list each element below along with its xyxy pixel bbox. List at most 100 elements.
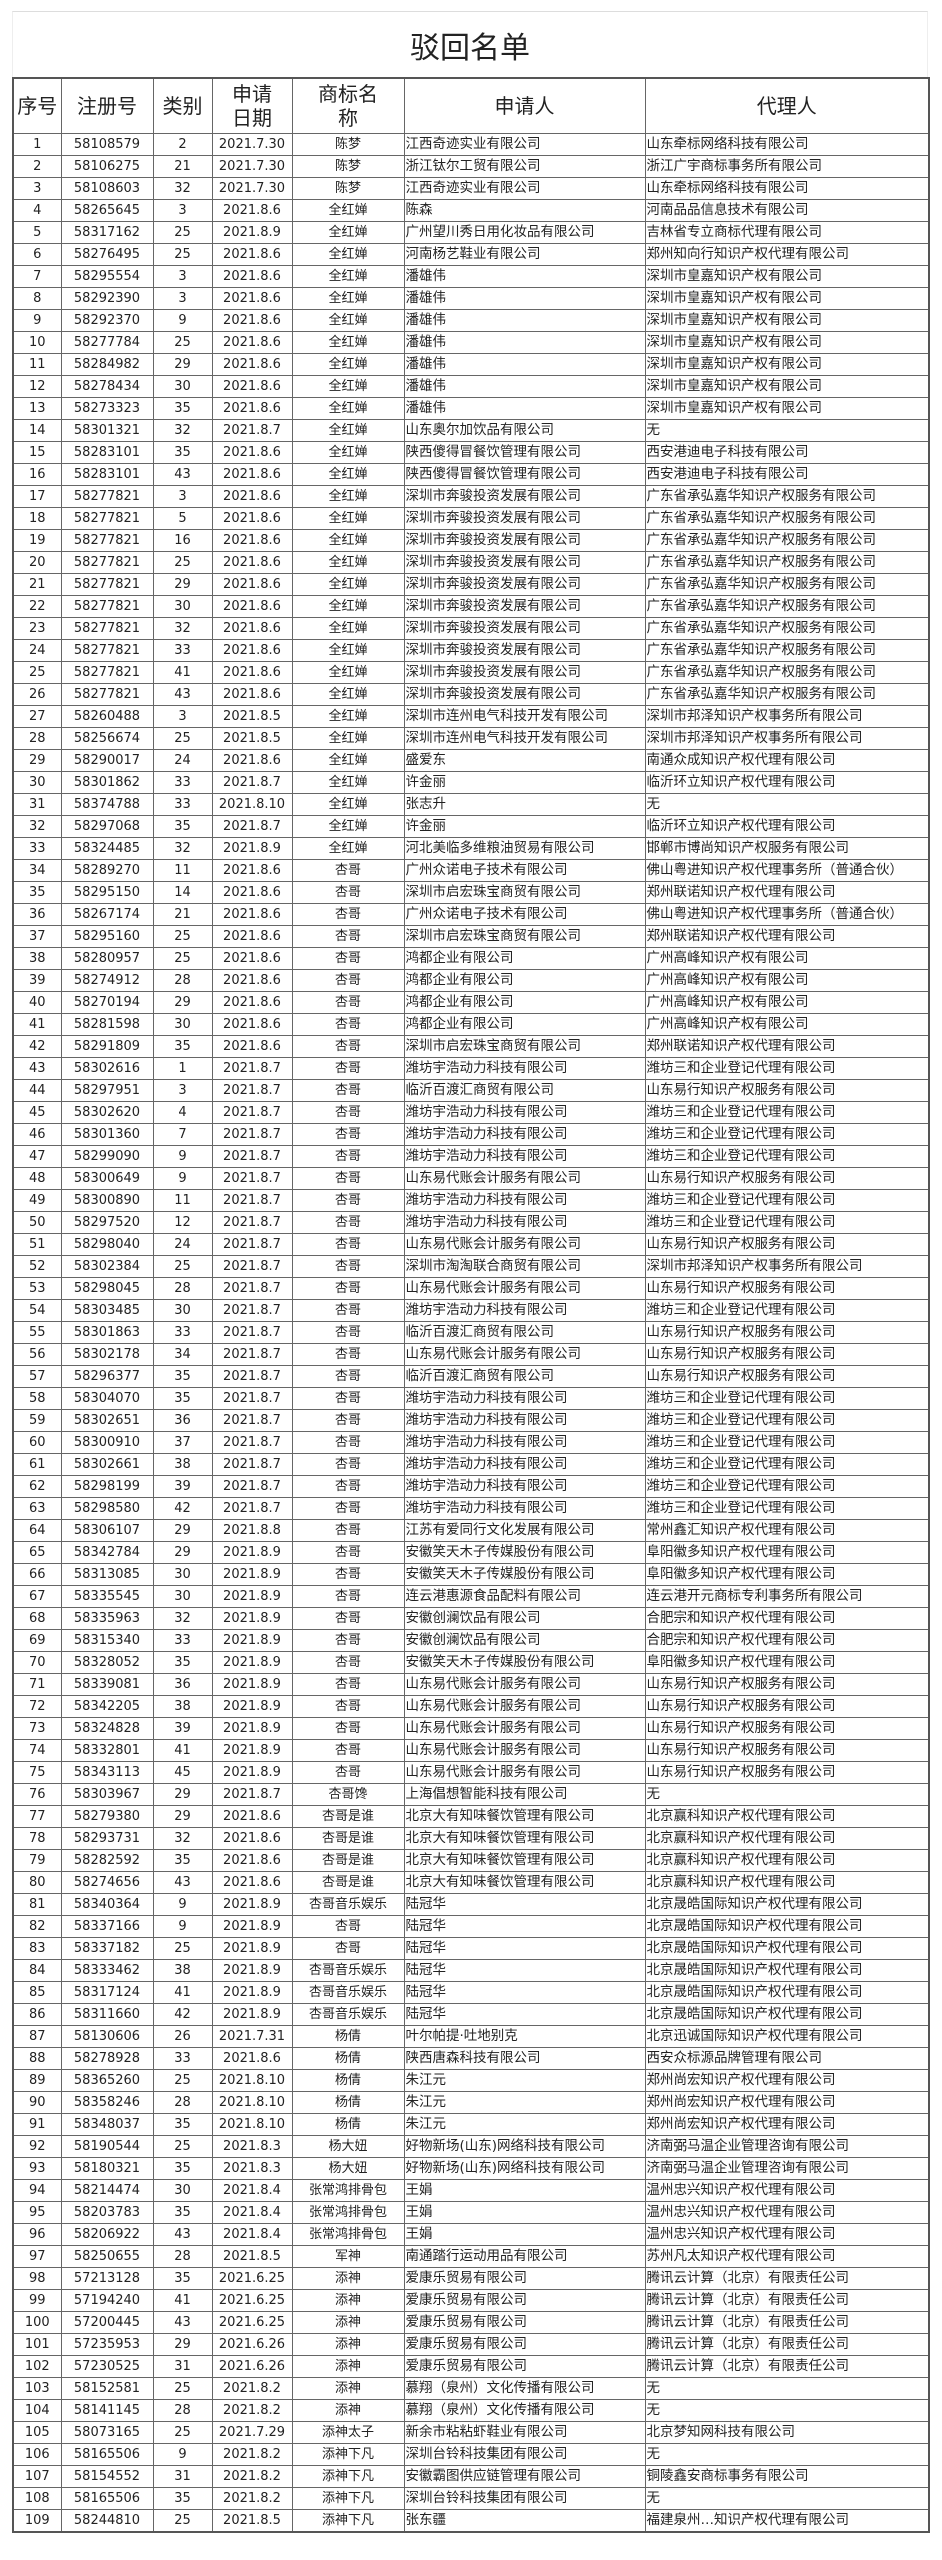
applicant-cell: 深圳市连州电气科技开发有限公司	[403, 705, 646, 728]
index-cell: 58	[12, 1387, 62, 1410]
table-row: 22 58277821 30 2021.8.6 全红婵 深圳市奔骏投资发展有限公司 广东省承…	[12, 595, 930, 618]
class-cell: 35	[152, 1035, 213, 1058]
index-cell: 35	[12, 881, 62, 904]
agent-cell: 佛山粤进知识产权代理事务所（普通合伙）	[644, 859, 930, 882]
registration-no-cell: 58274656	[60, 1871, 154, 1894]
header-class: 类别	[152, 77, 213, 134]
agent-cell: 郑州联诺知识产权代理有限公司	[644, 925, 930, 948]
registration-no-cell: 58283101	[60, 463, 154, 486]
apply-date-cell: 2021.8.9	[211, 1541, 293, 1564]
agent-cell: 郑州尚宏知识产权代理有限公司	[644, 2069, 930, 2092]
agent-cell: 山东易行知识产权服务有限公司	[644, 1167, 930, 1190]
apply-date-cell: 2021.8.2	[211, 2399, 293, 2422]
table-row: 92 58190544 25 2021.8.3 杨大妞 好物新场(山东)网络科技有限公司济…	[12, 2135, 930, 2158]
class-cell: 24	[152, 1233, 213, 1256]
class-cell: 3	[152, 705, 213, 728]
apply-date-cell: 2021.8.7	[211, 419, 293, 442]
apply-date-cell: 2021.8.5	[211, 727, 293, 750]
apply-date-cell: 2021.8.5	[211, 2509, 293, 2533]
index-cell: 88	[12, 2047, 62, 2070]
class-cell: 37	[152, 1431, 213, 1454]
applicant-cell: 慕翔（泉州）文化传播有限公司	[403, 2377, 646, 2400]
trademark-name-cell: 全红婵	[291, 551, 405, 574]
table-row: 76 58303967 29 2021.8.7 杏哥馋 上海倡想智能科技有限公司无	[12, 1783, 930, 1806]
applicant-cell: 深圳台铃科技集团有限公司	[403, 2487, 646, 2510]
table-row: 49 58300890 11 2021.8.7 杏哥 潍坊宇浩动力科技有限公司 潍坊三和企业…	[12, 1189, 930, 1212]
agent-cell: 山东易行知识产权服务有限公司	[644, 1695, 930, 1718]
agent-cell: 福建泉州…知识产权代理有限公司	[644, 2509, 930, 2533]
applicant-cell: 深圳市奔骏投资发展有限公司	[403, 639, 646, 662]
table-row: 13 58273323 35 2021.8.6 全红婵 潘雄伟 深圳市皇嘉知识产权有限公司	[12, 397, 930, 420]
table-row: 56 58302178 34 2021.8.7 杏哥 山东易代账会计服务有限公司 山东易行知…	[12, 1343, 930, 1366]
registration-no-cell: 58300890	[60, 1189, 154, 1212]
applicant-cell: 山东易代账会计服务有限公司	[403, 1761, 646, 1784]
apply-date-cell: 2021.8.7	[211, 1145, 293, 1168]
applicant-cell: 鸿都企业有限公司	[403, 969, 646, 992]
table-row: 24 58277821 33 2021.8.6 全红婵 深圳市奔骏投资发展有限公司 广东省承…	[12, 639, 930, 662]
trademark-name-cell: 全红婵	[291, 727, 405, 750]
class-cell: 11	[152, 859, 213, 882]
applicant-cell: 潘雄伟	[403, 309, 646, 332]
index-cell: 38	[12, 947, 62, 970]
agent-cell: 潍坊三和企业登记代理有限公司	[644, 1497, 930, 1520]
applicant-cell: 上海倡想智能科技有限公司	[403, 1783, 646, 1806]
page-title: 驳回名单	[12, 11, 928, 77]
apply-date-cell: 2021.8.10	[211, 2069, 293, 2092]
agent-cell: 北京赢科知识产权代理有限公司	[644, 1871, 930, 1894]
table-row: 82 58337166 9 2021.8.9 杏哥 陆冠华 北京晟皓国际知识产权代理有限公司	[12, 1915, 930, 1938]
agent-cell: 阜阳徽多知识产权代理有限公司	[644, 1563, 930, 1586]
trademark-name-cell: 杏哥	[291, 1629, 405, 1652]
apply-date-cell: 2021.8.5	[211, 2245, 293, 2268]
apply-date-cell: 2021.8.6	[211, 287, 293, 310]
table-body: 1 58108579 2 2021.7.30 陈梦 江西奇迹实业有限公司 山东牵标网络科技有…	[12, 133, 930, 2533]
table-header-row: 序号 注册号 类别 申请日期 商标名称 申请人 代理人	[12, 77, 930, 134]
index-cell: 93	[12, 2157, 62, 2180]
registration-no-cell: 58291809	[60, 1035, 154, 1058]
class-cell: 39	[152, 1717, 213, 1740]
agent-cell: 北京赢科知识产权代理有限公司	[644, 1849, 930, 1872]
index-cell: 87	[12, 2025, 62, 2048]
agent-cell: 佛山粤进知识产权代理事务所（普通合伙）	[644, 903, 930, 926]
agent-cell: 广州高峰知识产权有限公司	[644, 991, 930, 1014]
applicant-cell: 安徽笑天木子传媒股份有限公司	[403, 1651, 646, 1674]
table-row: 9 58292370 9 2021.8.6 全红婵 潘雄伟 深圳市皇嘉知识产权有限公司	[12, 309, 930, 332]
trademark-name-cell: 全红婵	[291, 837, 405, 860]
trademark-name-cell: 张常鸿排骨包	[291, 2223, 405, 2246]
applicant-cell: 潍坊宇浩动力科技有限公司	[403, 1189, 646, 1212]
applicant-cell: 陕西唐森科技有限公司	[403, 2047, 646, 2070]
registration-no-cell: 58282592	[60, 1849, 154, 1872]
apply-date-cell: 2021.8.9	[211, 1695, 293, 1718]
applicant-cell: 朱江元	[403, 2069, 646, 2092]
applicant-cell: 河南杨艺鞋业有限公司	[403, 243, 646, 266]
class-cell: 25	[152, 1255, 213, 1278]
agent-cell: 潍坊三和企业登记代理有限公司	[644, 1057, 930, 1080]
apply-date-cell: 2021.8.6	[211, 969, 293, 992]
class-cell: 35	[152, 2113, 213, 2136]
applicant-cell: 潍坊宇浩动力科技有限公司	[403, 1145, 646, 1168]
registration-no-cell: 58276495	[60, 243, 154, 266]
index-cell: 65	[12, 1541, 62, 1564]
trademark-name-cell: 杏哥是谁	[291, 1805, 405, 1828]
table-row: 98 57213128 35 2021.6.25 添神 爱康乐贸易有限公司 腾讯云计算（北京…	[12, 2267, 930, 2290]
table-row: 7 58295554 3 2021.8.6 全红婵 潘雄伟 深圳市皇嘉知识产权有限公司	[12, 265, 930, 288]
apply-date-cell: 2021.8.6	[211, 573, 293, 596]
applicant-cell: 鸿都企业有限公司	[403, 1013, 646, 1036]
table-row: 20 58277821 25 2021.8.6 全红婵 深圳市奔骏投资发展有限公司 广东省承…	[12, 551, 930, 574]
agent-cell: 邯郸市博尚知识产权服务有限公司	[644, 837, 930, 860]
trademark-name-cell: 杏哥	[291, 1717, 405, 1740]
table-row: 81 58340364 9 2021.8.9 杏哥音乐娱乐 陆冠华 北京晟皓国际知识产权代理…	[12, 1893, 930, 1916]
trademark-name-cell: 杏哥	[291, 1299, 405, 1322]
table-row: 108 58165506 35 2021.8.2 添神下凡 深圳台铃科技集团有限公司无	[12, 2487, 930, 2510]
trademark-name-cell: 全红婵	[291, 771, 405, 794]
agent-cell: 腾讯云计算（北京）有限责任公司	[644, 2311, 930, 2334]
trademark-name-cell: 添神太子	[291, 2421, 405, 2444]
table-row: 61 58302661 38 2021.8.7 杏哥 潍坊宇浩动力科技有限公司 潍坊三和企业…	[12, 1453, 930, 1476]
agent-cell: 济南弼马温企业管理咨询有限公司	[644, 2157, 930, 2180]
apply-date-cell: 2021.8.7	[211, 771, 293, 794]
trademark-name-cell: 杏哥是谁	[291, 1827, 405, 1850]
index-cell: 80	[12, 1871, 62, 1894]
registration-no-cell: 58302620	[60, 1101, 154, 1124]
agent-cell: 郑州联诺知识产权代理有限公司	[644, 881, 930, 904]
registration-no-cell: 58339081	[60, 1673, 154, 1696]
applicant-cell: 山东易代账会计服务有限公司	[403, 1673, 646, 1696]
